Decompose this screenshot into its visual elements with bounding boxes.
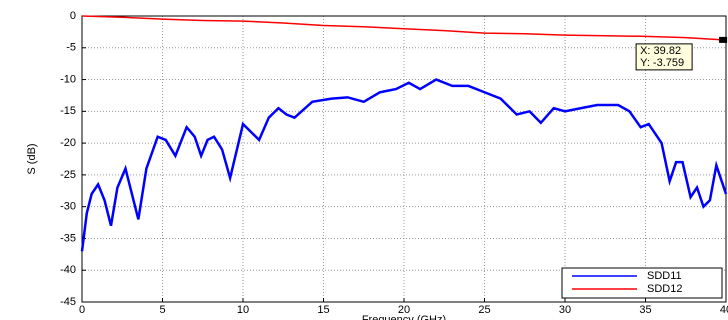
cursor-box: [635, 43, 693, 71]
y-tick-label: -20: [60, 137, 76, 149]
x-tick-label: 10: [237, 304, 249, 316]
y-tick-label: -5: [66, 42, 76, 54]
y-tick-label: -35: [60, 232, 76, 244]
y-axis-label: S (dB): [26, 143, 38, 174]
axes-box: [81, 15, 727, 303]
x-tick-label: 35: [639, 304, 651, 316]
line-series: [80, 78, 728, 252]
y-tick-label: -45: [60, 296, 76, 308]
y-tick-label: -30: [60, 201, 76, 213]
y-tick-label: -25: [60, 169, 76, 181]
x-tick-label: 0: [79, 304, 85, 316]
legend-label: SDD11: [647, 270, 682, 282]
x-tick-label: 40: [720, 304, 728, 316]
cursor-label: Y: -3.759: [640, 57, 684, 69]
plot-area: [82, 16, 726, 302]
x-tick-label: 20: [398, 304, 410, 316]
y-tick-label: -10: [60, 73, 76, 85]
line-series: [81, 15, 727, 41]
legend-box: [561, 267, 723, 299]
cursor-marker: [719, 36, 728, 43]
x-axis-label: Frequency (GHz): [362, 314, 446, 320]
x-tick-label: 25: [478, 304, 490, 316]
y-tick-label: -15: [60, 105, 76, 117]
y-tick-label: 0: [70, 10, 76, 22]
legend-label: SDD12: [647, 283, 682, 295]
x-tick-label: 15: [317, 304, 329, 316]
x-tick-label: 30: [559, 304, 571, 316]
x-tick-label: 5: [159, 304, 165, 316]
y-tick-label: -40: [60, 264, 76, 276]
cursor-label: X: 39.82: [640, 45, 681, 57]
